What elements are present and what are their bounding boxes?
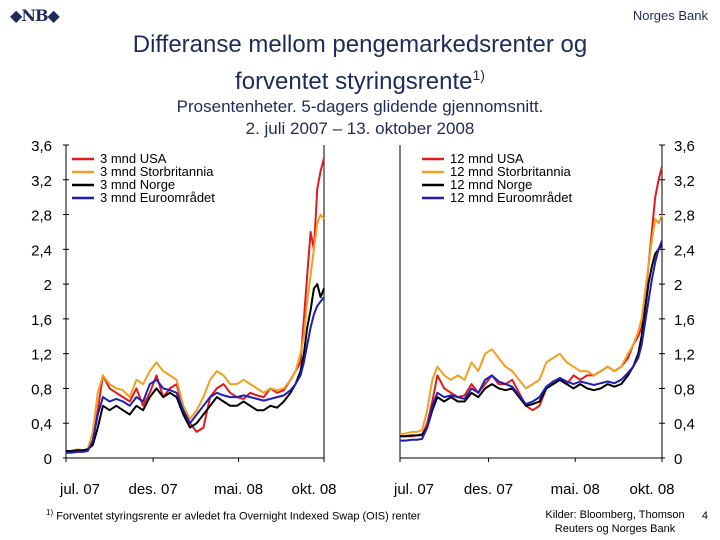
y-tick-label-1: 0,4 (31, 416, 52, 433)
sources-line-1: Kilder: Bloomberg, Thomson (545, 509, 685, 521)
chart-subtitle: Prosentenheter. 5-dagers glidende gjenno… (60, 96, 660, 140)
y-tick-label-2: 1,2 (674, 347, 695, 364)
y-tick-label-2: 0,8 (674, 381, 695, 398)
y-tick-label-1: 0,8 (31, 381, 52, 398)
title-line-2: forventet styringsrente1) (60, 60, 660, 97)
legend-label-2: 12 mnd Storbritannia (450, 164, 571, 179)
title-footnote-marker: 1) (472, 67, 485, 83)
norges-bank-logo: ◆NB◆ (10, 6, 60, 25)
x-tick-label-2: okt. 08 (629, 481, 674, 498)
y-tick-label-2: 0 (674, 451, 682, 468)
title-line-1: Differanse mellom pengemarkedsrenter og (132, 31, 588, 58)
sources-line-2: Reuters og Norges Bank (554, 523, 676, 535)
x-tick-label-1: okt. 08 (291, 481, 336, 498)
x-tick-label-2: jul. 07 (393, 481, 434, 498)
series-line-euroomrdet-2 (400, 240, 663, 442)
legend-label-1: 3 mnd Norge (100, 177, 175, 192)
legend-label-2: 12 mnd Norge (450, 177, 532, 192)
series-line-norge-1 (66, 283, 325, 452)
legend-label-1: 3 mnd USA (100, 151, 167, 166)
y-tick-label-1: 0 (44, 451, 52, 468)
y-tick-label-2: 2,8 (674, 208, 695, 225)
legend-label-1: 3 mnd Storbritannia (100, 164, 214, 179)
logo-text: NB (21, 6, 48, 25)
y-tick-label-1: 2,4 (31, 242, 52, 259)
sources: Kilder: Bloomberg, Thomson Reuters og No… (535, 508, 695, 536)
chart-title: Differanse mellom pengemarkedsrenter og … (60, 30, 660, 97)
y-tick-label-2: 1,6 (674, 312, 695, 329)
y-tick-label-1: 1,2 (31, 347, 52, 364)
x-tick-label-1: jul. 07 (59, 481, 100, 498)
bank-name: Norges Bank (632, 8, 708, 23)
legend-label-2: 12 mnd USA (450, 151, 524, 166)
title-line-2-text: forventet styringsrente (235, 68, 473, 95)
series-line-storbritannia-2 (400, 214, 663, 435)
y-tick-label-1: 2 (44, 277, 52, 294)
legend-label-2: 12 mnd Euroområdet (450, 190, 573, 205)
y-tick-label-1: 1,6 (31, 312, 52, 329)
footnote-text: Forventet styringsrente er avledet fra O… (56, 510, 421, 523)
y-tick-label-1: 3,6 (31, 138, 52, 155)
series-line-storbritannia-1 (66, 213, 325, 452)
x-tick-label-1: mai. 08 (214, 481, 263, 498)
x-tick-label-1: des. 07 (129, 481, 178, 498)
y-tick-label-1: 2,8 (31, 208, 52, 225)
y-tick-label-2: 2 (674, 277, 682, 294)
subtitle-line-2: 2. juli 2007 – 13. oktober 2008 (245, 119, 475, 138)
legend-label-1: 3 mnd Euroområdet (100, 190, 215, 205)
y-tick-label-2: 2,4 (674, 242, 695, 259)
series-line-norge-2 (400, 244, 663, 438)
x-tick-label-2: des. 07 (464, 481, 513, 498)
x-tick-label-2: mai. 08 (551, 481, 600, 498)
footnote-marker: 1) (46, 508, 54, 517)
series-line-usa-2 (400, 166, 663, 438)
series-line-euroomrdet-1 (66, 296, 325, 454)
y-tick-label-2: 3,6 (674, 138, 695, 155)
subtitle-line-1: Prosentenheter. 5-dagers glidende gjenno… (176, 97, 544, 116)
y-tick-label-2: 3,2 (674, 173, 695, 190)
page-number: 4 (701, 510, 708, 522)
footnote: 1) Forventet styringsrente er avledet fr… (46, 508, 421, 523)
y-tick-label-2: 0,4 (674, 416, 695, 433)
y-tick-label-1: 3,2 (31, 173, 52, 190)
